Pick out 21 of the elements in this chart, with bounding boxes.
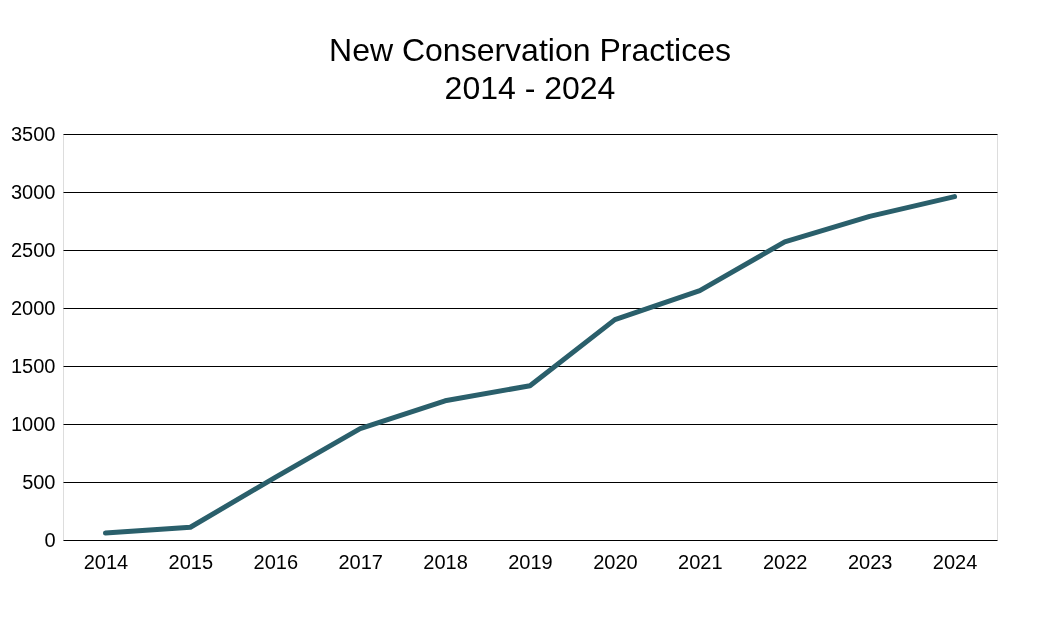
x-tick-label: 2022 [762,550,808,573]
y-tick-label: 3000 [11,180,56,203]
x-tick-label: 2018 [423,550,468,573]
y-tick-label: 1500 [11,354,56,377]
chart-subtitle: 2014 - 2024 [444,70,616,106]
y-tick-label: 3500 [11,122,56,145]
x-tick-label: 2019 [508,550,553,573]
x-tick-label: 2014 [83,550,129,573]
x-tick-label: 2016 [253,550,299,573]
x-tick-label: 2020 [593,550,638,573]
x-tick-label: 2023 [847,550,893,573]
y-tick-label: 2000 [11,296,56,319]
x-tick-label: 2015 [168,550,214,573]
chart-title: New Conservation Practices [329,32,731,68]
x-tick-label: 2024 [932,550,978,573]
y-tick-label: 1000 [11,412,56,435]
x-tick-label: 2017 [338,550,383,573]
y-tick-label: 500 [22,470,56,493]
x-tick-label: 2021 [678,550,723,573]
y-tick-label: 2500 [11,238,56,261]
y-tick-label: 0 [44,528,56,551]
